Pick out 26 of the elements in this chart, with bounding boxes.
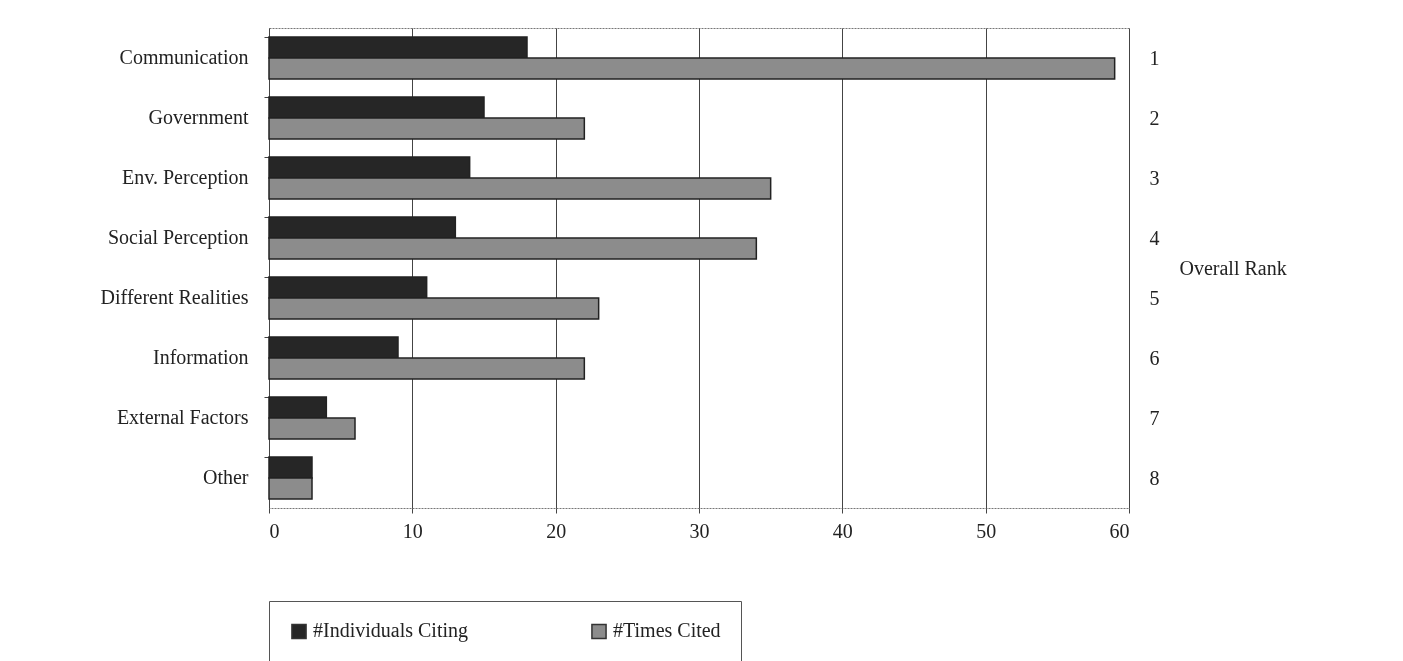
legend-label: #Times Cited xyxy=(613,619,721,642)
y-tick-label: External Factors xyxy=(116,406,249,428)
y2-tick-label: 6 xyxy=(1149,346,1160,369)
y2-tick-label: 2 xyxy=(1149,106,1160,129)
y2-tick-label: 3 xyxy=(1149,166,1160,189)
y-tick-label: Social Perception xyxy=(107,226,249,249)
legend-label: #Individuals Citing xyxy=(313,619,468,643)
x-tick-label: 20 xyxy=(546,519,567,542)
y-tick-label: Different Realities xyxy=(100,286,249,308)
y2-tick-label: 5 xyxy=(1149,286,1160,309)
y2-tick-label: 1 xyxy=(1149,46,1160,69)
x-tick-label: 10 xyxy=(402,519,423,542)
x-tick-label: 40 xyxy=(832,519,853,542)
x-tick-label: 60 xyxy=(1109,519,1130,542)
x-tick-label: 30 xyxy=(689,519,710,542)
y2-tick-label: 7 xyxy=(1149,406,1160,429)
y2-axis-title: Overall Rank xyxy=(1179,256,1287,279)
y-tick-label: Env. Perception xyxy=(122,166,249,189)
y2-tick-label: 8 xyxy=(1149,466,1160,489)
y-tick-label: Communication xyxy=(119,46,249,68)
y2-tick-label: 4 xyxy=(1149,226,1160,249)
x-tick-label: 50 xyxy=(976,519,997,542)
x-tick-label: 0 xyxy=(269,519,280,542)
y-tick-label: Other xyxy=(202,466,249,488)
y-tick-label: Information xyxy=(152,346,249,368)
y-tick-label: Government xyxy=(148,106,249,128)
